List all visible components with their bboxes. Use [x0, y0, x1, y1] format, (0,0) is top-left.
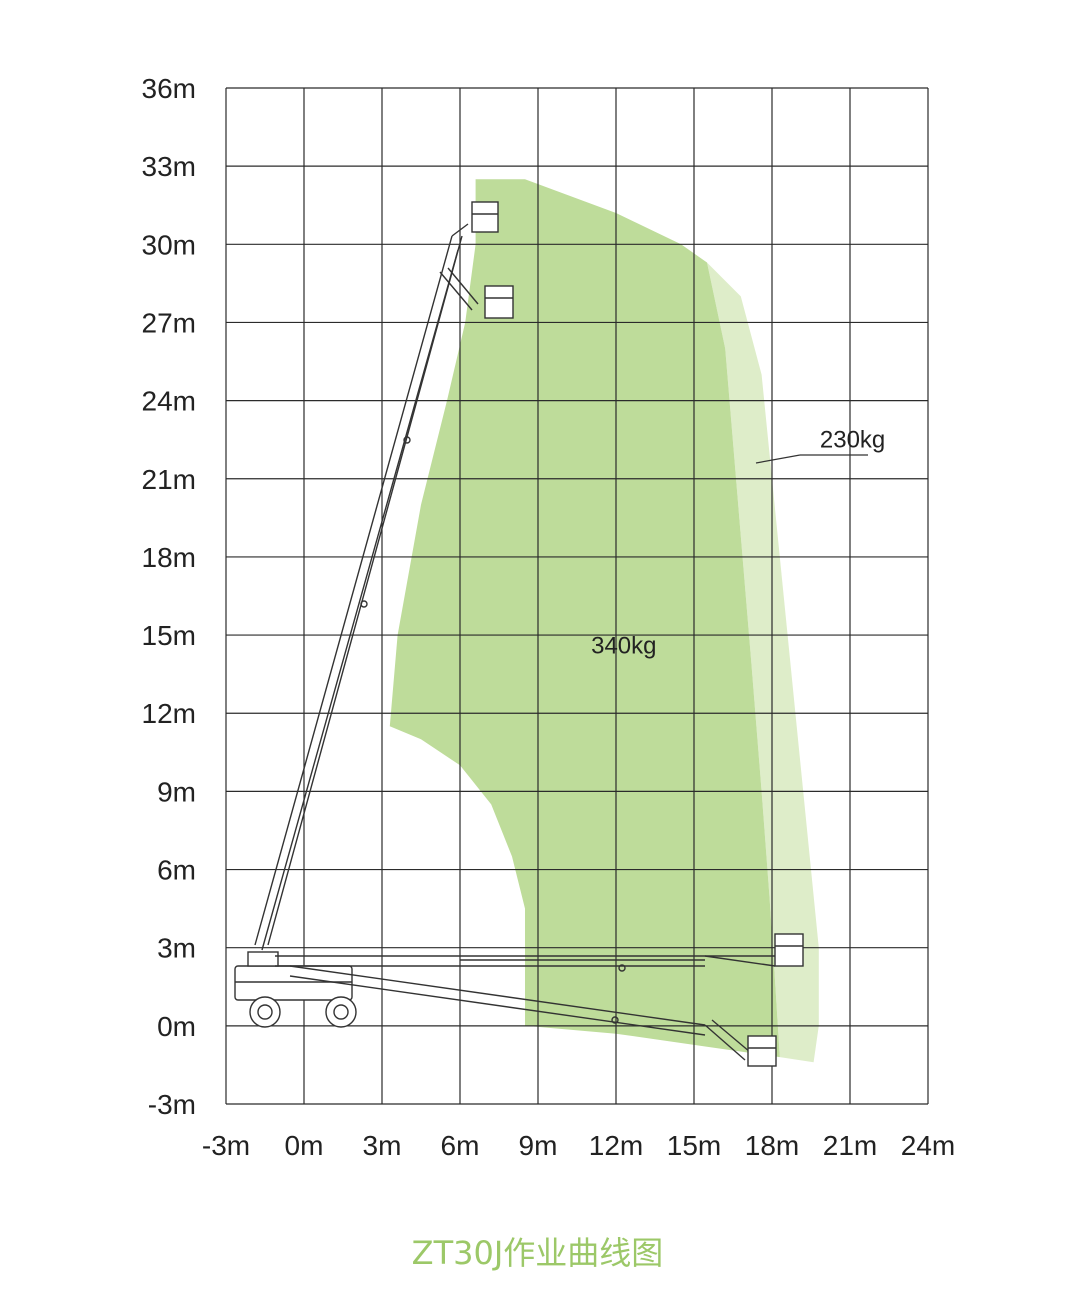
zones-layer — [389, 179, 819, 1063]
y-tick-label: 33m — [142, 151, 196, 182]
x-tick-label: 18m — [745, 1130, 799, 1161]
y-tick-label: 30m — [142, 229, 196, 260]
y-tick-label: 6m — [157, 855, 196, 886]
machine-icon — [234, 201, 804, 1067]
ticks-layer: -3m 0m 3m 6m 9m 12m 15m 18m 21m 24m 36m 33m 30m 27m 24… — [142, 73, 956, 1161]
y-tick-label: 0m — [157, 1011, 196, 1042]
x-tick-label: 3m — [363, 1130, 402, 1161]
working-range-chart: 340kg 230kg -3m 0m 3m 6m 9m 12m 15m 18m 21m 24m 36m… — [142, 73, 956, 1161]
y-tick-label: -3m — [148, 1089, 196, 1120]
x-tick-label: 15m — [667, 1130, 721, 1161]
x-tick-label: 9m — [519, 1130, 558, 1161]
y-tick-label: 36m — [142, 73, 196, 104]
y-tick-label: 24m — [142, 386, 196, 417]
annotation-leader-line — [755, 454, 801, 464]
y-tick-label: 9m — [157, 776, 196, 807]
x-tick-label: 21m — [823, 1130, 877, 1161]
labels-layer: 340kg 230kg — [591, 427, 885, 660]
zone-340kg — [389, 179, 780, 1058]
y-tick-label: 15m — [142, 620, 196, 651]
y-tick-label: 3m — [157, 933, 196, 964]
y-tick-label: 12m — [142, 698, 196, 729]
zone-230kg — [707, 262, 819, 1063]
annotation-340kg: 340kg — [591, 632, 656, 659]
x-tick-label: -3m — [202, 1130, 250, 1161]
annotation-230kg: 230kg — [820, 427, 885, 454]
x-tick-label: 24m — [901, 1130, 955, 1161]
diagram-caption: ZT30J作业曲线图 — [411, 1234, 664, 1272]
y-tick-label: 18m — [142, 542, 196, 573]
y-tick-label: 27m — [142, 307, 196, 338]
x-tick-label: 12m — [589, 1130, 643, 1161]
x-tick-label: 0m — [285, 1130, 324, 1161]
y-tick-label: 21m — [142, 464, 196, 495]
x-tick-label: 6m — [441, 1130, 480, 1161]
